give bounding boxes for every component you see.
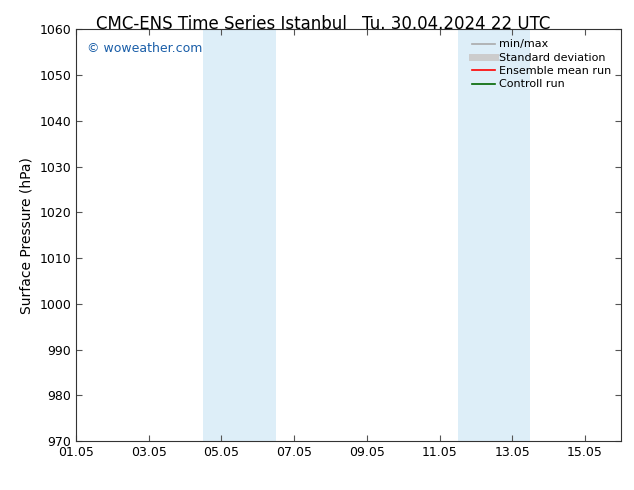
- Legend: min/max, Standard deviation, Ensemble mean run, Controll run: min/max, Standard deviation, Ensemble me…: [468, 35, 616, 94]
- Text: Tu. 30.04.2024 22 UTC: Tu. 30.04.2024 22 UTC: [362, 15, 551, 33]
- Y-axis label: Surface Pressure (hPa): Surface Pressure (hPa): [20, 157, 34, 314]
- Text: CMC-ENS Time Series Istanbul: CMC-ENS Time Series Istanbul: [96, 15, 347, 33]
- Bar: [204, 29, 276, 441]
- Bar: [458, 29, 531, 441]
- Text: © woweather.com: © woweather.com: [87, 42, 202, 55]
